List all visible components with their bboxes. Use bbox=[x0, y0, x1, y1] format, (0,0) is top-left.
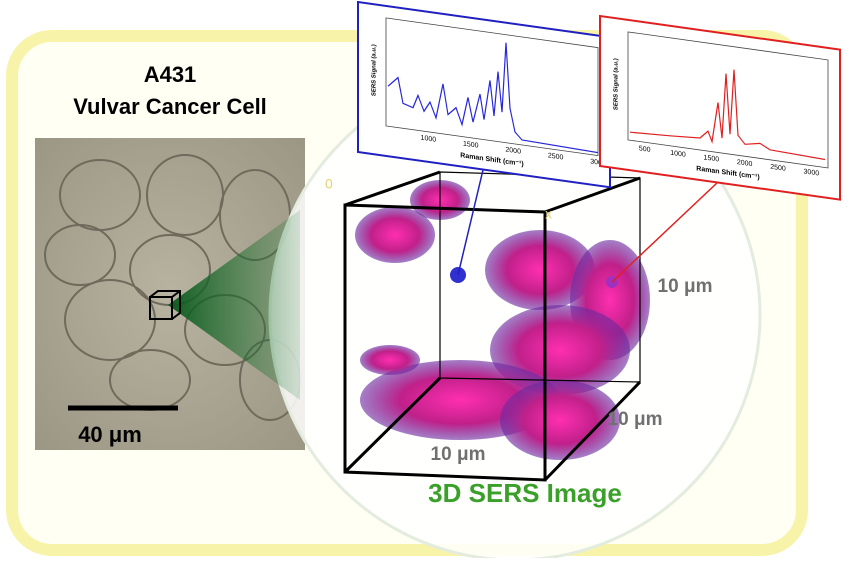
y-axis-label: SERS Signal (a.u.) bbox=[372, 44, 378, 97]
x-tick-label: 1000 bbox=[670, 150, 686, 159]
axis-marker: x bbox=[545, 206, 552, 222]
dimension-label: 10 μm bbox=[658, 276, 713, 297]
caption: 3D SERS Image bbox=[428, 478, 622, 508]
sers-volume bbox=[355, 180, 650, 460]
connector bbox=[611, 181, 719, 283]
x-tick-label: 2500 bbox=[548, 152, 564, 161]
x-tick-label: 3000 bbox=[804, 168, 820, 177]
x-tick-label: 2000 bbox=[505, 147, 521, 156]
x-tick-label: 2500 bbox=[770, 164, 786, 173]
x-tick-label: 1500 bbox=[704, 154, 720, 163]
volume-cube bbox=[343, 170, 642, 482]
axis-marker: 0 bbox=[325, 176, 333, 192]
y-axis-label: SERS Signal (a.u.) bbox=[614, 58, 620, 111]
x-tick-label: 1000 bbox=[421, 135, 437, 144]
scale-label: 40 μm bbox=[78, 422, 142, 447]
dimension-label: 10 μm bbox=[608, 409, 663, 430]
small-cube bbox=[149, 290, 181, 320]
x-tick-label: 500 bbox=[639, 145, 651, 154]
x-tick-label: 3000 bbox=[590, 158, 606, 167]
dimension-label: 10 μm bbox=[431, 444, 486, 465]
cell-title: Vulvar Cancer Cell bbox=[73, 94, 267, 119]
connector bbox=[457, 169, 484, 276]
cell-title: A431 bbox=[144, 62, 197, 87]
x-tick-label: 2000 bbox=[737, 159, 753, 168]
x-tick-label: 1500 bbox=[463, 141, 479, 150]
zoom-cone bbox=[168, 210, 300, 400]
